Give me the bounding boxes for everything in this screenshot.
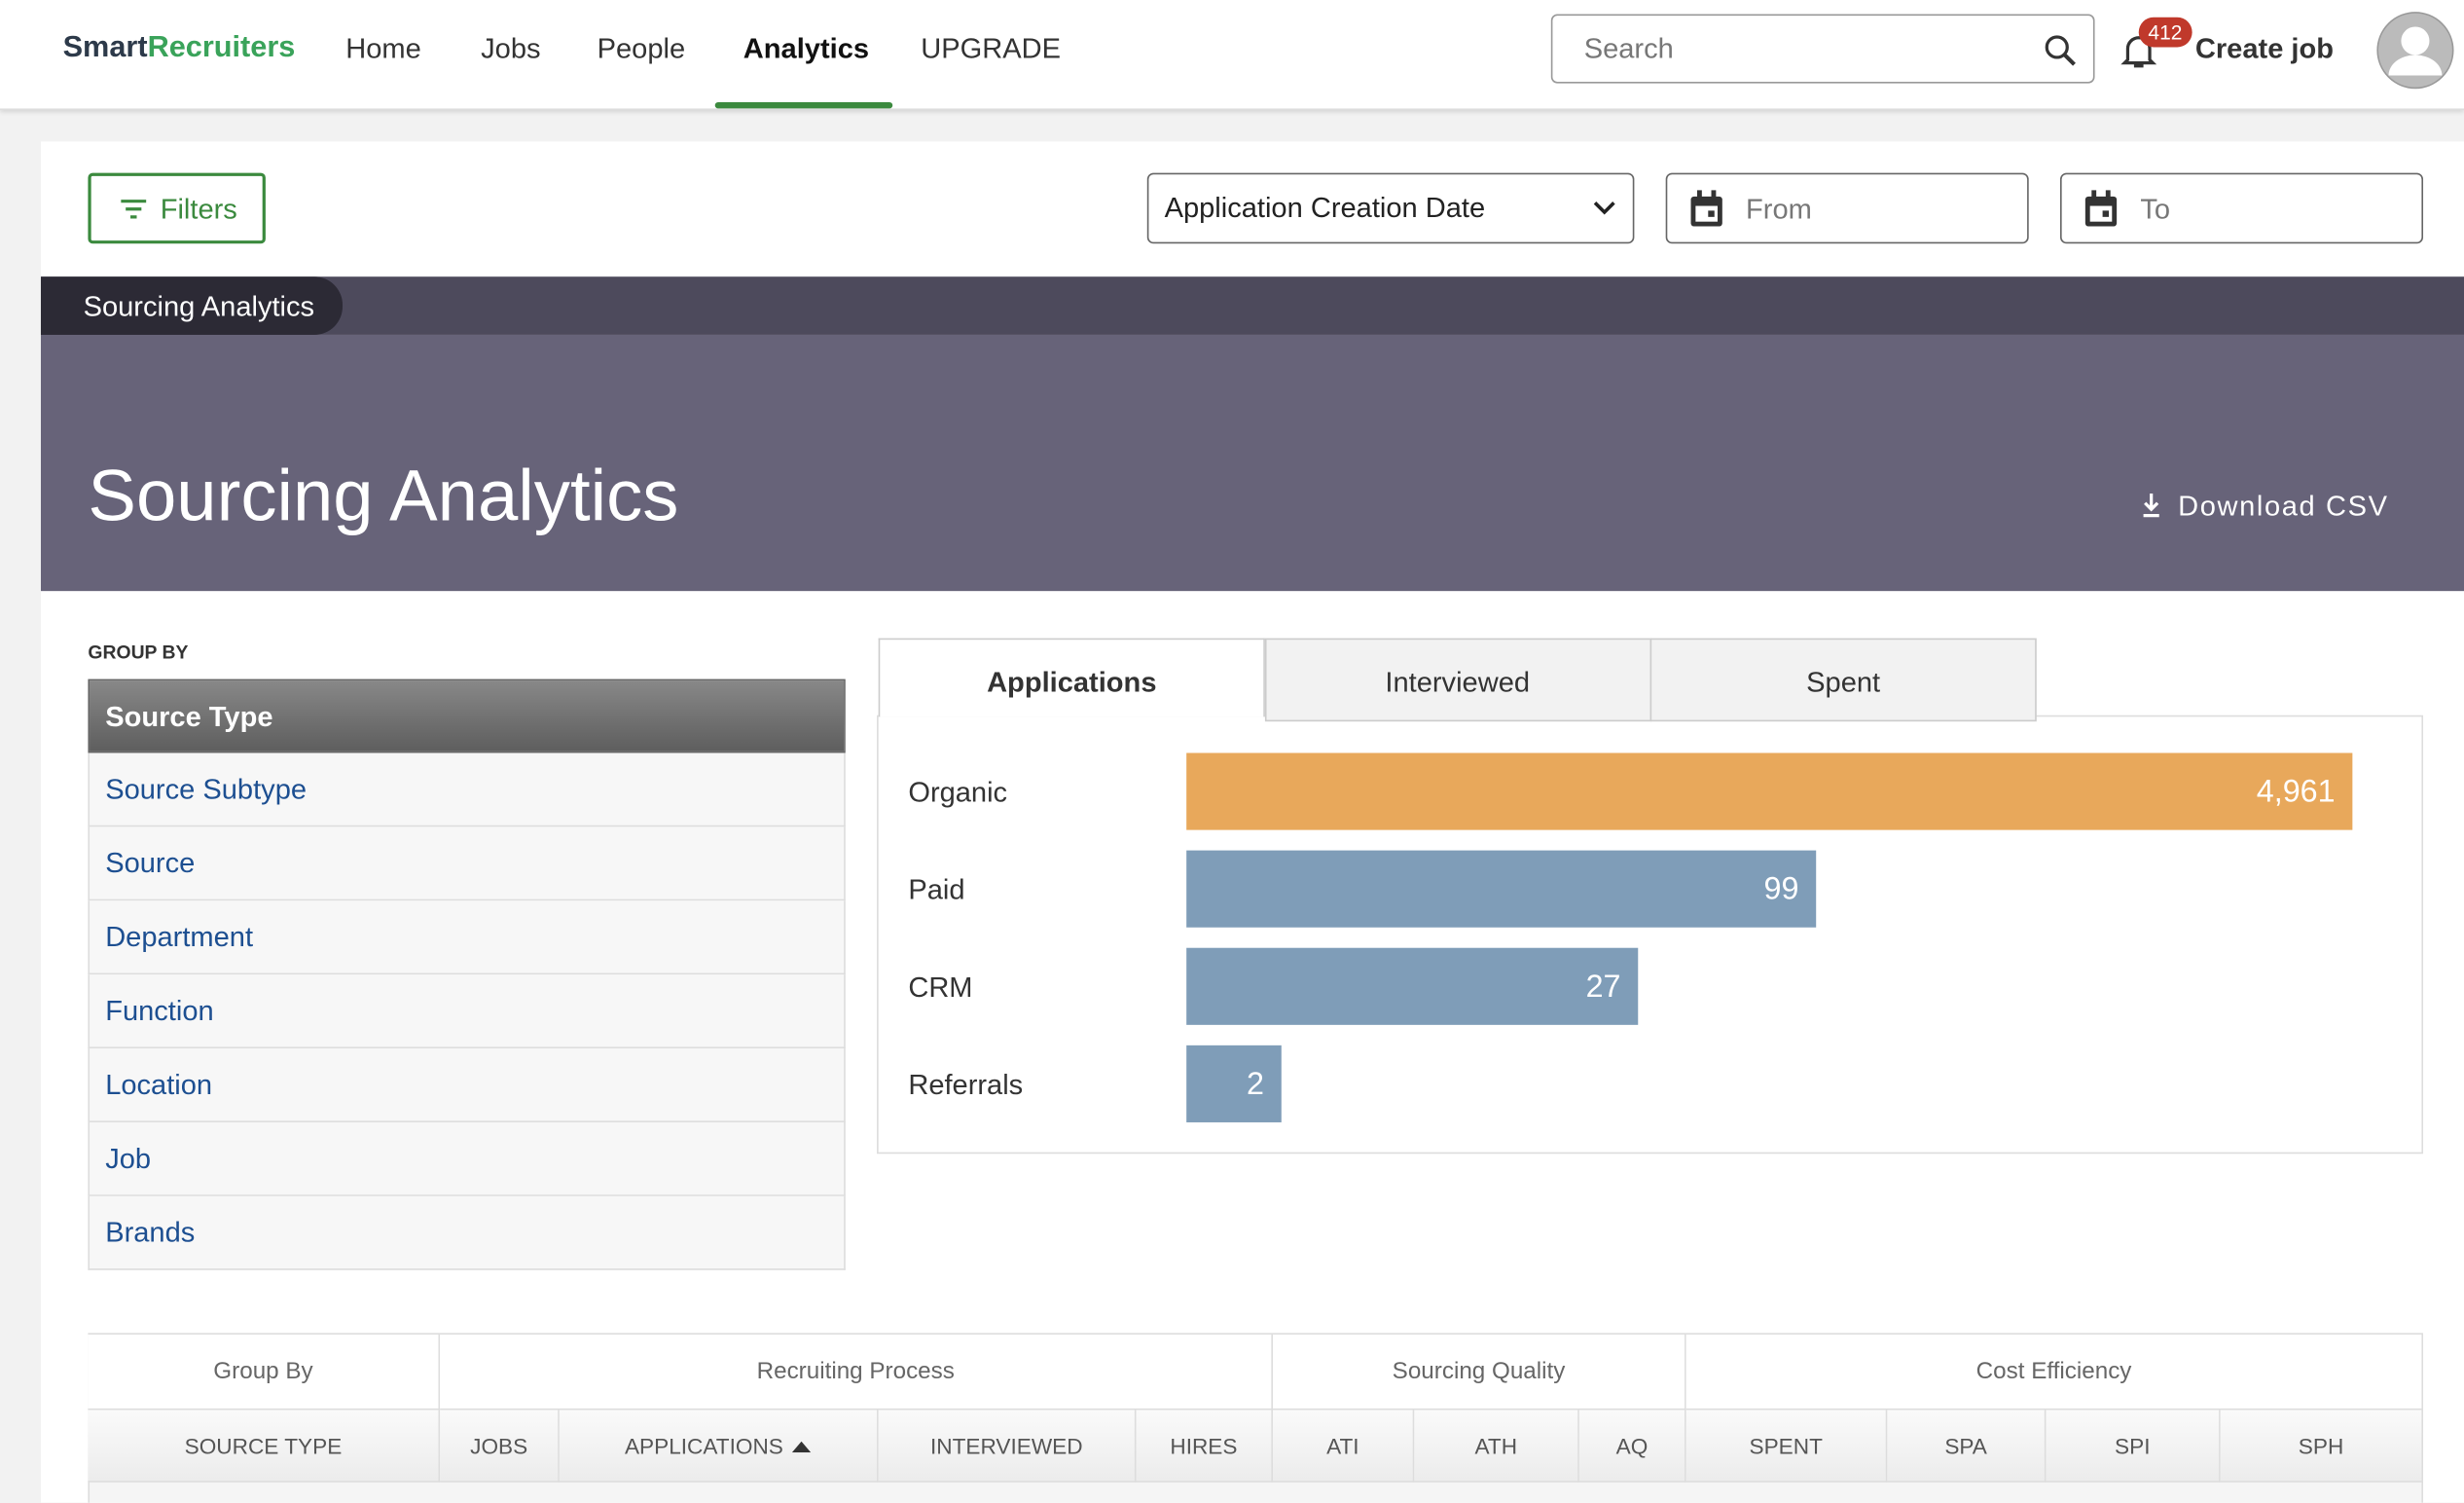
- download-icon: [2143, 494, 2159, 518]
- column-label: APPLICATIONS: [624, 1432, 783, 1458]
- nav-item[interactable]: Analytics: [743, 32, 870, 65]
- group-option[interactable]: Source Subtype: [88, 752, 846, 827]
- nav-item[interactable]: Home: [345, 32, 421, 65]
- nav-item[interactable]: UPGRADE: [921, 32, 1062, 65]
- nav-item[interactable]: Jobs: [481, 32, 541, 65]
- breadcrumb: Sourcing Analytics: [40, 276, 344, 335]
- table-group: Cost Efficiency: [1685, 1334, 2424, 1411]
- column-label: AQ: [1615, 1432, 1649, 1458]
- column-label: SPA: [1944, 1432, 1987, 1458]
- from-placeholder: From: [1746, 193, 1812, 225]
- group-option[interactable]: Location: [88, 1048, 846, 1122]
- nav-item[interactable]: People: [597, 32, 686, 65]
- bar: [1186, 850, 1817, 928]
- column-label: ATH: [1474, 1432, 1518, 1458]
- active-underline: [714, 101, 893, 109]
- group-option[interactable]: Brands: [88, 1195, 846, 1270]
- value-label: 99: [1764, 871, 1799, 906]
- logo-accent: Recruiters: [147, 31, 296, 65]
- date-type: Application Creation Date: [1164, 192, 1486, 224]
- table-column[interactable]: ATI: [1272, 1410, 1415, 1483]
- column-label: SOURCE TYPE: [184, 1432, 343, 1458]
- from-date[interactable]: From: [1665, 172, 2029, 244]
- column-label: INTERVIEWED: [929, 1432, 1083, 1458]
- category-label: Referrals: [908, 1070, 1023, 1101]
- table-column[interactable]: AQ: [1578, 1410, 1686, 1483]
- download-csv[interactable]: Download CSV: [2140, 491, 2388, 524]
- table-group: Sourcing Quality: [1272, 1334, 1686, 1411]
- tab[interactable]: Interviewed: [1264, 638, 1651, 722]
- column-label: SPI: [2115, 1432, 2151, 1458]
- banner-title: Sourcing Analytics: [88, 454, 679, 536]
- category-label: CRM: [908, 972, 972, 1004]
- group-option[interactable]: Job: [88, 1121, 846, 1196]
- table-column[interactable]: INTERVIEWED: [878, 1410, 1137, 1483]
- download-label: Download CSV: [2178, 490, 2389, 523]
- group-option[interactable]: Source: [88, 826, 846, 901]
- table-column[interactable]: JOBS: [440, 1410, 560, 1483]
- table-column[interactable]: SPH: [2220, 1410, 2424, 1483]
- table-column[interactable]: SOURCE TYPE: [88, 1410, 441, 1483]
- table-group: Group By: [88, 1334, 441, 1411]
- create-job[interactable]: Create job: [2194, 32, 2335, 65]
- banner: [40, 334, 2464, 592]
- logo-main: Smart: [62, 31, 148, 65]
- search-icon: [2045, 35, 2076, 66]
- breadcrumb-bar: [40, 276, 2464, 335]
- search-box[interactable]: Search: [1550, 14, 2095, 84]
- bar: [1186, 1045, 1282, 1122]
- table-column[interactable]: SPENT: [1685, 1410, 1888, 1483]
- chevron: [1593, 202, 1615, 215]
- bar: [1186, 947, 1639, 1025]
- sort-arrow: [792, 1440, 812, 1452]
- filter-icon: [121, 200, 147, 219]
- tab[interactable]: Spent: [1649, 638, 2037, 722]
- table-column[interactable]: SPA: [1887, 1410, 2047, 1483]
- group-option[interactable]: Function: [88, 974, 846, 1049]
- bar: [1186, 752, 2353, 830]
- group-by-label: GROUP BY: [88, 641, 189, 664]
- to-placeholder: To: [2140, 193, 2171, 225]
- table-group: Recruiting Process: [440, 1334, 1273, 1411]
- category-label: Paid: [908, 875, 964, 906]
- column-label: SPENT: [1749, 1432, 1823, 1458]
- calendar-icon: [1690, 190, 1722, 227]
- calendar-icon: [2084, 190, 2118, 227]
- column-label: SPH: [2298, 1432, 2344, 1458]
- to-date[interactable]: To: [2060, 172, 2424, 244]
- avatar[interactable]: [2374, 10, 2456, 92]
- top-bar: SmartRecruiters Search 412 Create job: [0, 0, 2464, 111]
- column-label: HIRES: [1170, 1432, 1238, 1458]
- filters-button[interactable]: Filters: [88, 172, 266, 244]
- value-label: 4,961: [2257, 774, 2336, 809]
- notification-badge: 412: [2138, 17, 2192, 48]
- tab[interactable]: Applications: [878, 638, 1265, 717]
- table-column[interactable]: HIRES: [1136, 1410, 1273, 1483]
- logo[interactable]: SmartRecruiters: [63, 31, 296, 66]
- column-label: ATI: [1326, 1432, 1359, 1458]
- column-label: JOBS: [470, 1432, 528, 1458]
- chart: Organic 4,961 Paid 99 CRM 27 Referrals 2: [908, 752, 2353, 1122]
- value-label: 27: [1586, 969, 1621, 1004]
- group-option[interactable]: Department: [88, 900, 846, 975]
- table-column[interactable]: SPI: [2046, 1410, 2221, 1483]
- group-option[interactable]: Source Type: [88, 678, 846, 753]
- category-label: Organic: [908, 778, 1007, 809]
- table-column[interactable]: ATH: [1414, 1410, 1579, 1483]
- table-column[interactable]: APPLICATIONS: [559, 1410, 879, 1483]
- search-placeholder: Search: [1583, 32, 1674, 65]
- value-label: 2: [1247, 1066, 1264, 1101]
- date-type-select[interactable]: Application Creation Date: [1146, 172, 1635, 244]
- filters-label: Filters: [160, 193, 237, 225]
